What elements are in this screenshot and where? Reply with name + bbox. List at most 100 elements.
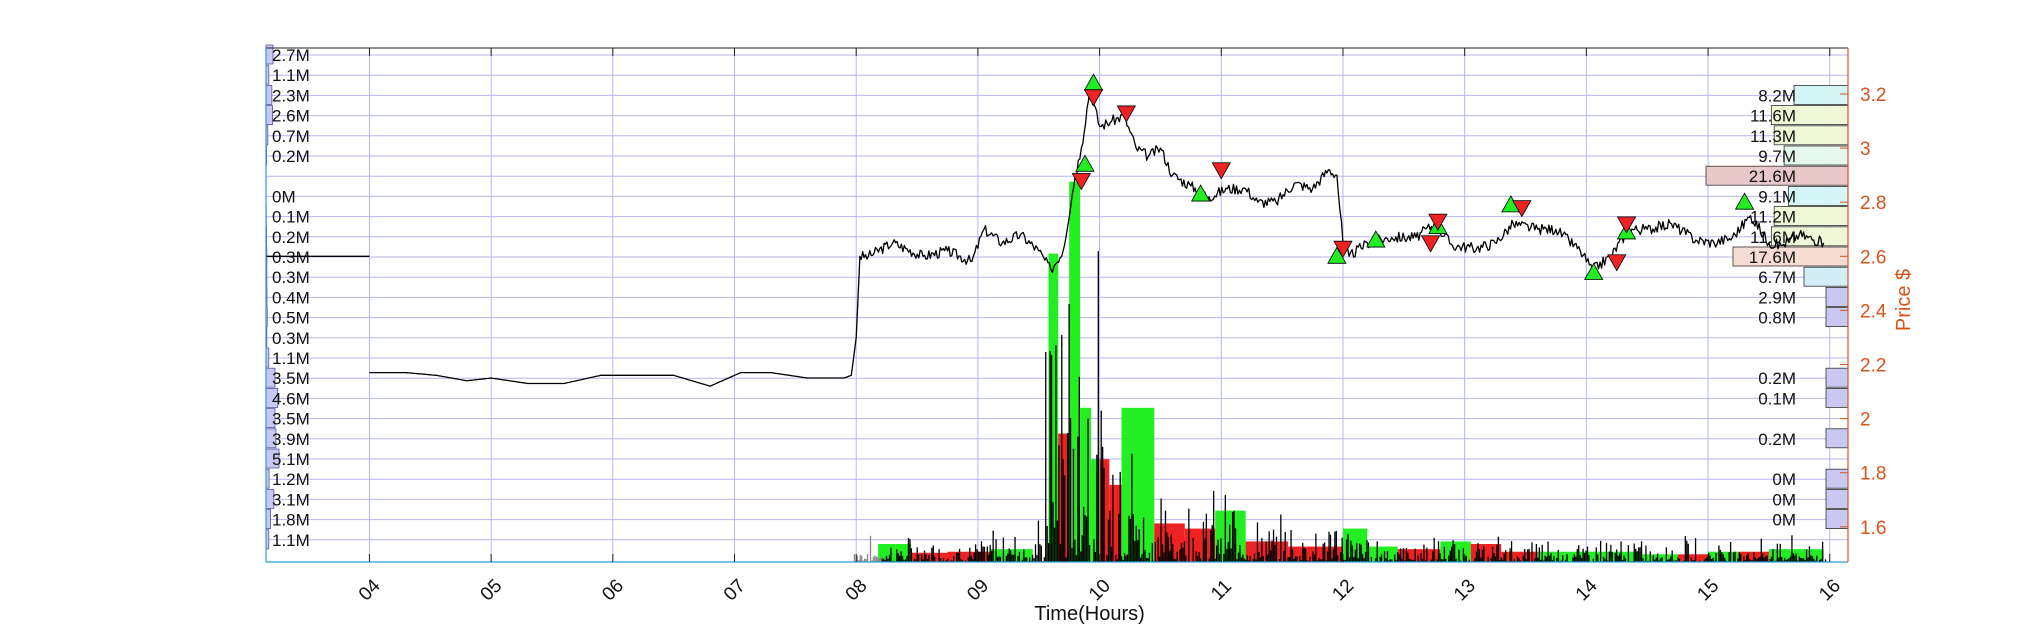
buy-marker: [1327, 246, 1347, 264]
volume-spike: [1395, 559, 1397, 562]
volume-spike: [1259, 557, 1262, 562]
left-volume-profile: 2.7M1.1M2.3M2.6M0.7M0.2M0M0.1M0.2M0.3M0.…: [265, 44, 310, 550]
volume-spike: [1451, 546, 1453, 562]
right-profile-bar: [1825, 286, 1849, 307]
volume-spike: [1029, 557, 1031, 562]
volume-spike: [1432, 551, 1434, 562]
volume-spike: [1654, 559, 1656, 562]
volume-spike: [1497, 536, 1500, 562]
volume-spike: [1166, 532, 1168, 562]
volume-spike: [1077, 436, 1079, 562]
volume-spike: [904, 559, 907, 562]
volume-spike: [1386, 551, 1389, 562]
volume-spike: [1604, 558, 1606, 562]
right-profile-bar: [1793, 85, 1849, 105]
volume-spike: [1732, 552, 1735, 562]
volume-spike: [973, 552, 975, 562]
volume-spike: [1093, 539, 1095, 562]
volume-spike: [1734, 551, 1736, 562]
right-profile-label: 8.2M: [1758, 86, 1796, 105]
volume-spike: [1202, 521, 1205, 562]
volume-spike: [1083, 506, 1085, 562]
right-profile-label: 11.2M: [1750, 208, 1796, 227]
volume-spike: [1169, 550, 1171, 562]
volume-spike: [1230, 548, 1232, 562]
volume-spike: [1494, 556, 1497, 562]
y-tick-label-right: 2.4: [1860, 301, 1887, 322]
volume-spike: [996, 556, 999, 562]
volume-spike: [1188, 508, 1190, 562]
volume-spike: [958, 548, 961, 562]
volume-spike: [1179, 549, 1181, 562]
x-tick-label: 07: [720, 575, 750, 605]
volume-spike: [1058, 445, 1060, 562]
volume-spike: [1050, 355, 1053, 562]
volume-spike: [875, 556, 877, 562]
x-tick-label: 13: [1450, 575, 1480, 605]
volume-spike: [925, 554, 927, 562]
volume-spike: [1684, 536, 1686, 562]
volume-spike: [1102, 446, 1104, 562]
volume-spike: [1337, 555, 1339, 562]
volume-spike: [1379, 556, 1381, 562]
volume-spike: [1388, 560, 1390, 562]
volume-bar: [1048, 253, 1059, 562]
volume-spike: [1588, 555, 1590, 562]
volume-spike: [1274, 544, 1276, 562]
volume-spike: [1468, 559, 1470, 562]
volume-spike: [1385, 558, 1387, 562]
volume-spike: [1052, 502, 1054, 562]
volume-spike: [1706, 556, 1708, 562]
volume-spike: [1115, 554, 1117, 562]
volume-spike: [986, 546, 988, 562]
volume-spike: [1348, 557, 1351, 562]
volume-spike: [1208, 558, 1210, 562]
volume-spike: [1059, 544, 1061, 562]
volume-spike: [1299, 555, 1301, 562]
volume-spike: [1236, 559, 1238, 562]
volume-spike: [1227, 542, 1229, 562]
volume-spike: [1420, 552, 1422, 562]
volume-spike: [1417, 555, 1419, 562]
right-profile-bar: [1787, 185, 1849, 206]
volume-spike: [1658, 560, 1660, 562]
volume-spike: [1045, 351, 1047, 562]
volume-spike: [1757, 557, 1760, 562]
volume-spike: [1550, 553, 1552, 562]
volume-spike: [1223, 553, 1225, 562]
volume-spike: [1002, 537, 1005, 562]
volume-spike: [1366, 540, 1368, 562]
volume-spike: [1332, 549, 1335, 562]
sell-marker: [1420, 235, 1441, 253]
volume-spike: [939, 558, 942, 562]
sell-marker: [1333, 240, 1353, 259]
volume-spike: [1360, 544, 1362, 562]
volume-spike: [974, 544, 977, 562]
volume-spike: [881, 558, 883, 562]
volume-spike: [1326, 551, 1329, 562]
volume-spike: [1763, 557, 1765, 562]
volume-spike: [1361, 554, 1364, 562]
volume-spike: [926, 559, 929, 562]
volume-spike: [1620, 541, 1622, 562]
volume-spike: [1687, 543, 1689, 562]
volume-spike: [1196, 556, 1199, 562]
y-tick-label-right: 3: [1860, 139, 1871, 160]
volume-spike: [1636, 551, 1638, 562]
volume-spike: [1538, 547, 1540, 562]
volume-spike: [1516, 556, 1519, 562]
volume-spike: [1637, 547, 1640, 562]
volume-spike: [1139, 557, 1142, 562]
volume-spike: [1543, 560, 1545, 562]
volume-bar: [1586, 551, 1642, 562]
volume-spike: [866, 554, 869, 562]
volume-spike: [1312, 551, 1314, 562]
x-tick-label: 12: [1328, 575, 1358, 605]
volume-spike: [1128, 515, 1130, 562]
volume-spike: [953, 556, 955, 562]
volume-spike: [1062, 459, 1064, 562]
volume-spike: [1269, 550, 1272, 562]
volume-spike: [1624, 558, 1627, 562]
volume-spike: [942, 558, 945, 562]
